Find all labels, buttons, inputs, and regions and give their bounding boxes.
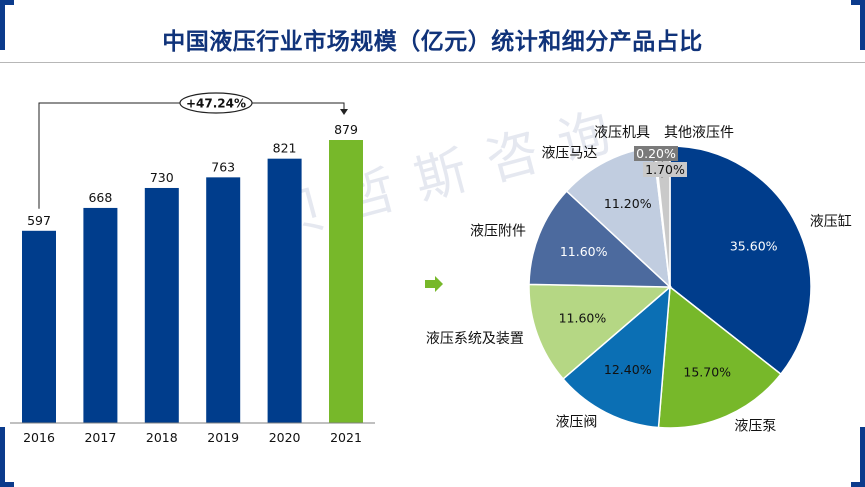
corner-bottom-left-v	[0, 427, 5, 487]
bar-2016	[22, 230, 56, 423]
title-divider	[0, 62, 865, 63]
bar-2019	[206, 177, 241, 423]
pie-category-label: 液压机具	[594, 125, 650, 141]
pie-value-label: 11.20%	[604, 196, 652, 211]
growth-oval	[179, 92, 253, 114]
pie-value-label: 12.40%	[604, 362, 652, 377]
corner-bottom-right-h	[851, 482, 865, 487]
corner-bottom-right-v	[860, 427, 865, 487]
pie-slice-4	[528, 190, 672, 288]
bar-2021	[329, 140, 363, 423]
pie-value-label: 15.70%	[683, 364, 731, 379]
bar-2018	[144, 187, 179, 423]
corner-top-left-h	[0, 0, 14, 5]
pie-category-label: 液压阀	[555, 415, 597, 431]
bar-value-label: 763	[211, 159, 235, 174]
pie-small-label-box	[643, 162, 687, 177]
pie-category-label: 液压系统及装置	[426, 331, 524, 347]
bar-2020	[267, 158, 302, 423]
pie-category-label: 液压泵	[734, 418, 776, 434]
pie-category-label: 其他液压件	[664, 125, 734, 141]
growth-arrowhead	[340, 109, 348, 115]
pie-value-label: 11.60%	[560, 244, 608, 259]
bar-value-label: 821	[273, 141, 297, 156]
pie-value-label: 35.60%	[730, 238, 778, 253]
bar-value-label: 668	[88, 190, 112, 205]
pie-value-label: 0.20%	[636, 146, 676, 161]
x-tick-label: 2021	[330, 430, 362, 445]
corner-top-right-v	[860, 0, 865, 50]
growth-label: +47.24%	[186, 97, 246, 111]
pie-value-label: 11.60%	[559, 311, 607, 326]
bar-value-label: 730	[150, 170, 174, 185]
pie-small-label-box	[634, 146, 678, 161]
pie-category-label: 液压缸	[810, 213, 852, 230]
x-tick-label: 2020	[269, 430, 301, 445]
pie-slice-3	[528, 283, 672, 380]
growth-annotation: +47.24%	[38, 92, 348, 209]
x-tick-label: 2019	[207, 430, 239, 445]
corner-top-right-h	[851, 0, 865, 5]
pie-category-label: 液压马达	[541, 145, 597, 161]
pie-category-label: 液压附件	[470, 224, 526, 240]
x-tick-label: 2018	[146, 430, 178, 445]
pie-slice-0	[669, 145, 812, 376]
x-tick-label: 2017	[84, 430, 116, 445]
corner-bottom-left-h	[0, 482, 14, 487]
page-title: 中国液压行业市场规模（亿元）统计和细分产品占比	[162, 28, 703, 55]
pie-value-label: 1.70%	[645, 162, 685, 177]
pie-slice-1	[657, 285, 782, 429]
pie-slice-2	[562, 285, 671, 429]
bar-value-label: 597	[27, 213, 51, 228]
bar-2017	[83, 207, 118, 423]
corner-top-left-v	[0, 0, 5, 50]
x-tick-label: 2016	[23, 430, 55, 445]
bar-value-label: 879	[334, 122, 358, 137]
